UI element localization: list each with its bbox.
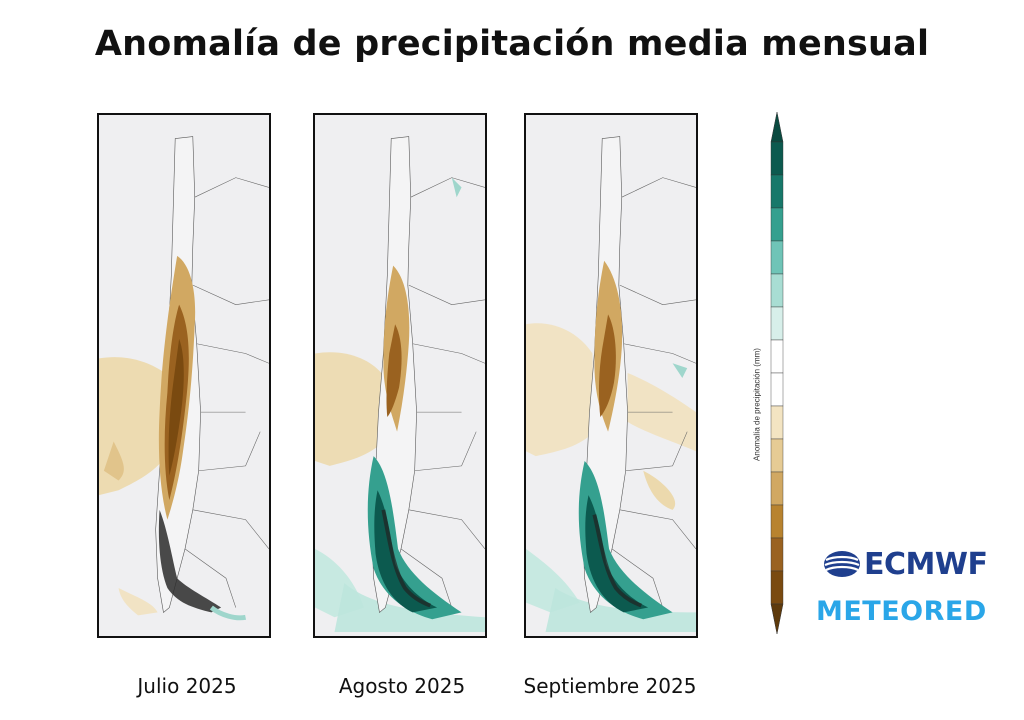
colorbar-swatch <box>770 273 784 308</box>
colorbar-swatch <box>770 372 784 407</box>
colorbar-label: Anomalía de precipitación (mm) <box>752 348 762 461</box>
colorbar-swatch <box>770 438 784 473</box>
colorbar-swatch <box>770 504 784 539</box>
ecmwf-logo: ECMWF <box>822 546 988 582</box>
page-title: Anomalía de precipitación media mensual <box>94 24 930 64</box>
colorbar-top-arrow <box>770 112 784 143</box>
panel-caption-agosto: Agosto 2025 <box>338 674 466 698</box>
colorbar <box>770 112 784 634</box>
map-panel-septiembre <box>524 113 698 638</box>
colorbar-swatch <box>770 339 784 374</box>
panel-caption-julio: Julio 2025 <box>137 674 237 698</box>
precip-anomaly-map <box>315 119 485 632</box>
colorbar-swatch <box>770 405 784 440</box>
map-panel-julio <box>97 113 271 638</box>
map-panel-agosto <box>313 113 487 638</box>
colorbar-bottom-arrow <box>770 603 784 634</box>
precip-anomaly-map <box>526 119 696 632</box>
panel-caption-septiembre: Septiembre 2025 <box>523 674 697 698</box>
colorbar-swatch <box>770 471 784 506</box>
meteored-logo: METEORED <box>816 596 987 627</box>
colorbar-swatch <box>770 570 784 605</box>
ecmwf-globe-icon <box>824 551 860 577</box>
precip-anomaly-map <box>99 119 269 632</box>
colorbar-swatch <box>770 141 784 176</box>
colorbar-swatch <box>770 240 784 275</box>
colorbar-swatch <box>770 306 784 341</box>
colorbar-swatch <box>770 174 784 209</box>
colorbar-swatch <box>770 207 784 242</box>
colorbar-swatch <box>770 537 784 572</box>
ecmwf-logo-text: ECMWF <box>864 546 988 582</box>
